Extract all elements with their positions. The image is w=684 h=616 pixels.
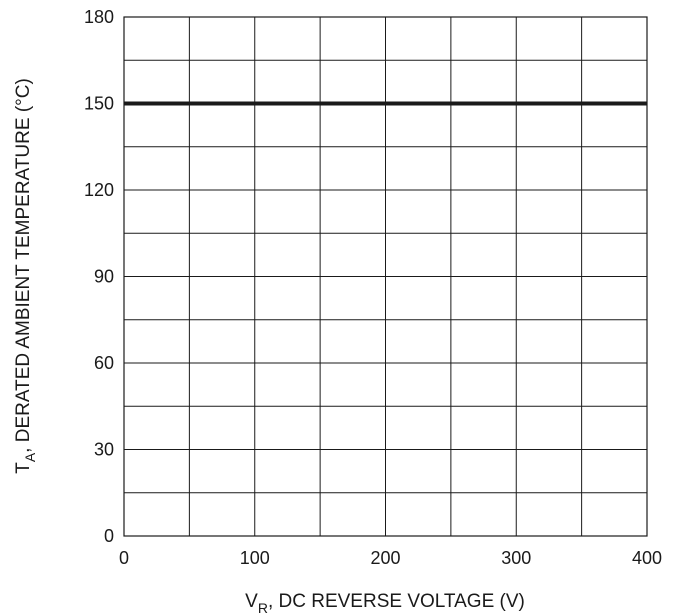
x-tick-labels: 0 100 200 300 400 xyxy=(119,548,662,568)
y-tick-label: 30 xyxy=(94,440,114,460)
y-axis-label-main: T xyxy=(13,462,34,474)
y-tick-label: 60 xyxy=(94,353,114,373)
plot-area-frame xyxy=(123,16,648,537)
x-tick-label: 400 xyxy=(632,548,662,568)
x-tick-label: 200 xyxy=(370,548,400,568)
y-tick-label: 90 xyxy=(94,267,114,287)
y-tick-label: 180 xyxy=(84,7,114,27)
grid-lines xyxy=(124,17,647,536)
x-axis-label-subscript: R xyxy=(258,600,268,616)
x-axis-label-main: V xyxy=(245,591,258,612)
x-axis-label: VR, DC REVERSE VOLTAGE (V) xyxy=(245,591,525,616)
x-tick-label: 300 xyxy=(501,548,531,568)
y-tick-labels: 0 30 60 90 120 150 180 xyxy=(84,7,114,546)
x-tick-label: 0 xyxy=(119,548,129,568)
x-axis-label-rest: , DC REVERSE VOLTAGE (V) xyxy=(268,591,525,612)
y-axis-label-subscript: A xyxy=(22,452,38,462)
y-axis-label: TA, DERATED AMBIENT TEMPERATURE (°C) xyxy=(13,78,38,474)
y-axis-label-rest: , DERATED AMBIENT TEMPERATURE (°C) xyxy=(13,78,34,453)
x-tick-label: 100 xyxy=(240,548,270,568)
y-tick-label: 150 xyxy=(84,94,114,114)
y-tick-label: 120 xyxy=(84,180,114,200)
y-tick-label: 0 xyxy=(104,526,114,546)
